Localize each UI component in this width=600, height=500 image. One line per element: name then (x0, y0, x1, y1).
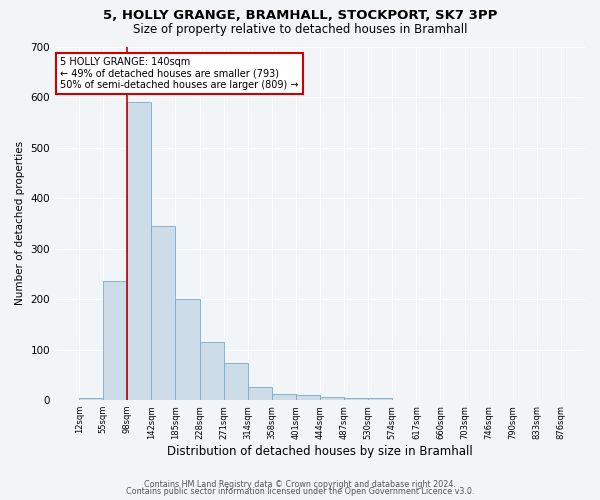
Bar (79, 398, 103, 400)
Bar (320, 396, 344, 400)
Text: Size of property relative to detached houses in Bramhall: Size of property relative to detached ho… (133, 22, 467, 36)
Y-axis label: Number of detached properties: Number of detached properties (15, 141, 25, 306)
Bar (248, 388, 272, 400)
Bar (175, 299, 200, 400)
Bar (272, 394, 296, 400)
Bar (103, 282, 127, 400)
Text: 5 HOLLY GRANGE: 140sqm
← 49% of detached houses are smaller (793)
50% of semi-de: 5 HOLLY GRANGE: 140sqm ← 49% of detached… (61, 57, 299, 90)
Bar (200, 342, 224, 400)
Bar (127, 102, 151, 400)
Text: 5, HOLLY GRANGE, BRAMHALL, STOCKPORT, SK7 3PP: 5, HOLLY GRANGE, BRAMHALL, STOCKPORT, SK… (103, 9, 497, 22)
Text: Contains HM Land Registry data © Crown copyright and database right 2024.: Contains HM Land Registry data © Crown c… (144, 480, 456, 489)
Bar (224, 363, 248, 400)
Text: Contains public sector information licensed under the Open Government Licence v3: Contains public sector information licen… (126, 487, 474, 496)
Bar (344, 398, 368, 400)
Bar (151, 226, 175, 400)
X-axis label: Distribution of detached houses by size in Bramhall: Distribution of detached houses by size … (167, 444, 473, 458)
Bar (368, 398, 392, 400)
Bar (296, 395, 320, 400)
